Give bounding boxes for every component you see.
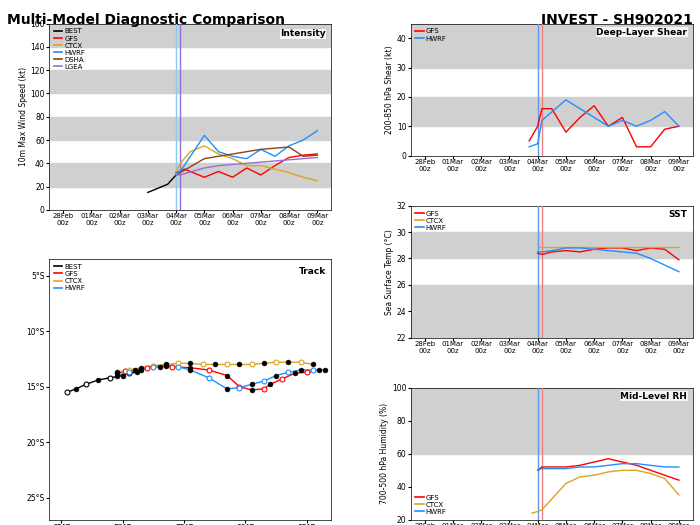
Legend: BEST, GFS, CTCX, HWRF, DSHA, LGEA: BEST, GFS, CTCX, HWRF, DSHA, LGEA bbox=[52, 27, 87, 71]
Bar bbox=[410, 97, 693, 126]
Bar bbox=[49, 117, 332, 140]
Bar bbox=[410, 388, 693, 454]
Bar bbox=[49, 70, 332, 93]
Legend: BEST, GFS, CTCX, HWRF: BEST, GFS, CTCX, HWRF bbox=[52, 262, 87, 292]
Text: INVEST - SH902021: INVEST - SH902021 bbox=[541, 13, 693, 27]
Text: Deep-Layer Shear: Deep-Layer Shear bbox=[596, 28, 687, 37]
Y-axis label: 700-500 hPa Humidity (%): 700-500 hPa Humidity (%) bbox=[380, 403, 389, 505]
Y-axis label: Sea Surface Temp (°C): Sea Surface Temp (°C) bbox=[385, 229, 394, 314]
Legend: GFS, CTCX, HWRF: GFS, CTCX, HWRF bbox=[414, 494, 448, 516]
Legend: GFS, HWRF: GFS, HWRF bbox=[414, 27, 448, 43]
Y-axis label: 200-850 hPa Shear (kt): 200-850 hPa Shear (kt) bbox=[385, 45, 394, 134]
Bar bbox=[410, 285, 693, 338]
Text: Intensity: Intensity bbox=[280, 29, 326, 38]
Bar bbox=[410, 24, 693, 68]
Text: SST: SST bbox=[668, 209, 687, 219]
Y-axis label: 10m Max Wind Speed (kt): 10m Max Wind Speed (kt) bbox=[19, 67, 27, 166]
Bar bbox=[49, 163, 332, 186]
Text: Multi-Model Diagnostic Comparison: Multi-Model Diagnostic Comparison bbox=[7, 13, 285, 27]
Text: Track: Track bbox=[299, 267, 326, 276]
Legend: GFS, CTCX, HWRF: GFS, CTCX, HWRF bbox=[414, 209, 448, 232]
Text: Mid-Level RH: Mid-Level RH bbox=[620, 392, 687, 401]
Bar bbox=[410, 232, 693, 258]
Bar bbox=[49, 24, 332, 47]
